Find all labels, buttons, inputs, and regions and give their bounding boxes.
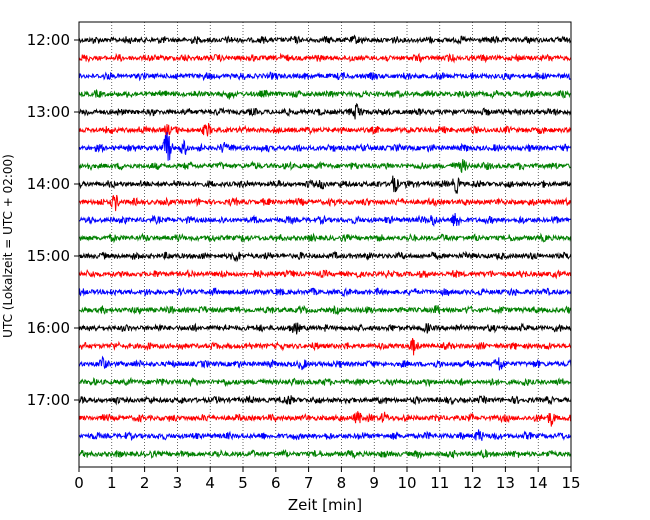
x-tick-label: 0 (74, 474, 84, 492)
seismogram-trace (78, 376, 572, 388)
x-axis: 0 1 2 3 4 5 6 7 8 9 10 11 12 13 14 15 (74, 467, 581, 492)
seismogram-trace (78, 322, 572, 335)
x-axis-label: Zeit [min] (288, 496, 362, 514)
x-tick-label: 14 (529, 474, 548, 492)
seismogram-trace (78, 268, 572, 280)
x-tick-label: 10 (397, 474, 416, 492)
x-tick-label: 6 (271, 474, 281, 492)
seismogram-trace (78, 175, 572, 195)
seismogram-trace (78, 448, 572, 460)
y-tick-label: 17:00 (27, 391, 70, 409)
y-tick-label: 12:00 (27, 31, 70, 49)
y-axis-label: UTC (Lokalzeit = UTC + 02:00) (1, 154, 15, 338)
seismogram-trace (78, 338, 572, 356)
x-tick-label: 8 (337, 474, 347, 492)
seismogram-trace (78, 71, 572, 82)
seismogram-trace (78, 232, 572, 244)
x-tick-label: 11 (430, 474, 449, 492)
y-tick-label: 14:00 (27, 175, 70, 193)
x-tick-label: 1 (107, 474, 117, 492)
seismogram-trace (78, 194, 572, 212)
seismogram-trace (78, 411, 572, 427)
x-tick-label: 2 (140, 474, 150, 492)
y-tick-label: 16:00 (27, 319, 70, 337)
seismogram-trace (78, 429, 572, 441)
grid-lines (111, 22, 539, 467)
seismogram-trace (78, 250, 572, 263)
x-tick-label: 3 (173, 474, 183, 492)
seismogram-trace (78, 34, 572, 45)
x-tick-label: 5 (238, 474, 248, 492)
x-tick-label: 7 (304, 474, 314, 492)
x-tick-label: 9 (369, 474, 379, 492)
seismogram-trace (78, 88, 572, 100)
x-tick-label: 13 (496, 474, 515, 492)
seismogram-trace (78, 212, 572, 227)
seismogram-trace (78, 394, 572, 406)
seismogram-trace (78, 102, 572, 120)
seismogram-trace (78, 52, 572, 64)
y-axis: 12:00 13:00 14:00 15:00 16:00 17:00 (27, 31, 79, 409)
y-tick-label: 13:00 (27, 103, 70, 121)
seismogram-trace (78, 304, 572, 316)
x-tick-label: 15 (561, 474, 580, 492)
y-tick-label: 15:00 (27, 247, 70, 265)
seismogram-trace (78, 355, 572, 371)
seismogram-trace (78, 131, 572, 161)
plot-frame (78, 21, 572, 468)
seismogram-trace (78, 158, 572, 173)
seismogram-trace (78, 122, 572, 137)
seismogram-traces (78, 34, 572, 460)
x-tick-label: 4 (205, 474, 215, 492)
seismogram-trace (78, 286, 572, 298)
x-tick-label: 12 (463, 474, 482, 492)
